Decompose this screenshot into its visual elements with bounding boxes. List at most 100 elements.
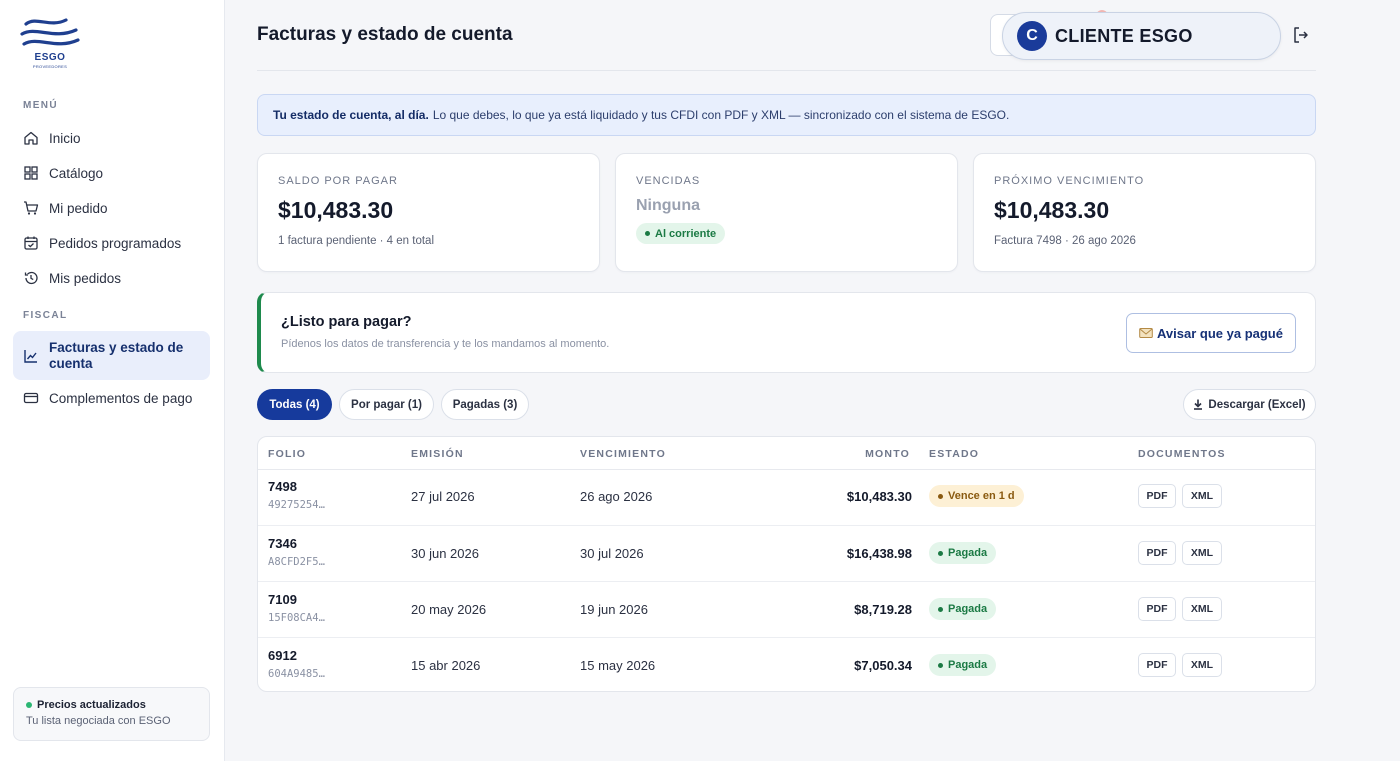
- next-due-sub: Factura 7498 · 26 ago 2026: [994, 235, 1136, 247]
- next-due-card: PRÓXIMO VENCIMIENTO $10,483.30 Factura 7…: [973, 153, 1316, 272]
- info-banner: Tu estado de cuenta, al día. Lo que debe…: [257, 94, 1316, 136]
- tab-por-pagar[interactable]: Por pagar (1): [339, 389, 434, 420]
- waves-logo-icon: [20, 18, 80, 46]
- uuid: A8CFD2F5…: [268, 556, 325, 568]
- sidebar-item-mi-pedido[interactable]: Mi pedido: [13, 194, 210, 222]
- prices-subtitle: Tu lista negociada con ESGO: [26, 715, 171, 727]
- balance-label: SALDO POR PAGAR: [278, 175, 398, 187]
- pdf-button[interactable]: PDF: [1138, 541, 1176, 565]
- banner-bold: Tu estado de cuenta, al día.: [273, 108, 429, 122]
- col-documentos: DOCUMENTOS: [1138, 448, 1226, 460]
- status-badge: Pagada: [929, 542, 997, 564]
- sidebar-item-label: Inicio: [49, 130, 81, 146]
- sidebar-item-label: Complementos de pago: [49, 390, 193, 406]
- status-badge: Pagada: [929, 654, 997, 676]
- banner-text: Lo que debes, lo que ya está liquidado y…: [432, 108, 1010, 122]
- prices-updated-box: Precios actualizados Tu lista negociada …: [13, 687, 210, 741]
- tab-pagadas[interactable]: Pagadas (3): [441, 389, 529, 420]
- sidebar-item-label: Catálogo: [49, 165, 104, 181]
- uuid: 604A9485…: [268, 668, 325, 680]
- status-label: Pagada: [948, 603, 988, 615]
- balance-card: SALDO POR PAGAR $10,483.30 1 factura pen…: [257, 153, 600, 272]
- avatar: C: [1017, 21, 1047, 51]
- amount: $10,483.30: [846, 489, 912, 504]
- status-badge: Vence en 1 d: [929, 485, 1024, 507]
- page-title: Facturas y estado de cuenta: [257, 24, 513, 45]
- download-label: Descargar (Excel): [1208, 398, 1306, 411]
- balance-value: $10,483.30: [278, 197, 394, 223]
- grid-icon: [23, 165, 39, 181]
- col-emision: EMISIÓN: [411, 448, 464, 460]
- sidebar-item-mis-pedidos[interactable]: Mis pedidos: [13, 264, 210, 292]
- sidebar-item-label: Mis pedidos: [49, 270, 122, 286]
- pdf-button[interactable]: PDF: [1138, 653, 1176, 677]
- logo-name: ESGO: [34, 52, 66, 63]
- xml-button[interactable]: XML: [1182, 597, 1222, 621]
- prices-title: Precios actualizados: [37, 699, 146, 711]
- envelope-icon: [1139, 327, 1153, 339]
- logout-icon[interactable]: [1291, 25, 1311, 45]
- notify-payment-button[interactable]: Avisar que ya pagué: [1126, 313, 1296, 353]
- invoices-table: FOLIO EMISIÓN VENCIMIENTO MONTO ESTADO D…: [257, 436, 1316, 692]
- table-row: 6912 604A9485… 15 abr 2026 15 may 2026 $…: [258, 637, 1315, 691]
- col-vencimiento: VENCIMIENTO: [580, 448, 666, 460]
- pay-subtitle: Pídenos los datos de transferencia y te …: [281, 338, 610, 350]
- sidebar-item-catalogo[interactable]: Catálogo: [13, 159, 210, 187]
- uuid: 49275254…: [268, 499, 325, 511]
- status-dot-icon: [26, 702, 32, 708]
- overdue-badge-label: Al corriente: [655, 227, 717, 240]
- cart-icon: [23, 200, 39, 216]
- pay-callout: ¿Listo para pagar? Pídenos los datos de …: [257, 292, 1316, 373]
- folio: 7109: [268, 592, 297, 607]
- status-badge: Pagada: [929, 598, 997, 620]
- sidebar-item-facturas[interactable]: Facturas y estado de cuenta: [13, 331, 210, 380]
- xml-button[interactable]: XML: [1182, 653, 1222, 677]
- table-row: 7109 15F08CA4… 20 may 2026 19 jun 2026 $…: [258, 581, 1315, 637]
- overdue-label: VENCIDAS: [636, 175, 701, 187]
- issued-date: 30 jun 2026: [411, 546, 479, 561]
- overdue-card: VENCIDAS Ninguna Al corriente: [615, 153, 958, 272]
- status-label: Pagada: [948, 547, 988, 559]
- credit-card-icon: [23, 390, 39, 406]
- xml-button[interactable]: XML: [1182, 484, 1222, 508]
- col-estado: ESTADO: [929, 448, 980, 460]
- issued-date: 20 may 2026: [411, 602, 487, 617]
- download-excel-button[interactable]: Descargar (Excel): [1183, 389, 1316, 420]
- chart-line-icon: [23, 348, 39, 364]
- pdf-button[interactable]: PDF: [1138, 484, 1176, 508]
- calendar-check-icon: [23, 235, 39, 251]
- status-label: Pagada: [948, 659, 988, 671]
- download-icon: [1193, 399, 1203, 410]
- sidebar-item-inicio[interactable]: Inicio: [13, 124, 210, 152]
- sidebar-item-complementos[interactable]: Complementos de pago: [13, 384, 210, 412]
- due-date: 26 ago 2026: [580, 489, 653, 504]
- tab-todas[interactable]: Todas (4): [257, 389, 332, 420]
- uuid: 15F08CA4…: [268, 612, 325, 624]
- due-date: 19 jun 2026: [580, 602, 648, 617]
- folio: 7498: [268, 479, 297, 494]
- header-divider: [257, 70, 1316, 71]
- xml-button[interactable]: XML: [1182, 541, 1222, 565]
- client-name: CLIENTE ESGO: [1055, 25, 1193, 46]
- sidebar-item-label: Pedidos programados: [49, 235, 182, 251]
- sidebar-item-pedidos-programados[interactable]: Pedidos programados: [13, 229, 210, 257]
- status-label: Vence en 1 d: [948, 490, 1015, 502]
- client-account-button[interactable]: C CLIENTE ESGO: [1002, 12, 1281, 60]
- issued-date: 27 jul 2026: [411, 489, 475, 504]
- col-monto: MONTO: [865, 448, 910, 460]
- esgo-logo[interactable]: ESGO PROVEEDORES: [20, 14, 80, 72]
- folio: 7346: [268, 536, 297, 551]
- sidebar-item-label: Facturas y estado de cuenta: [49, 339, 184, 371]
- logo-tagline: PROVEEDORES: [32, 64, 68, 69]
- sidebar-item-label: Mi pedido: [49, 200, 108, 216]
- history-icon: [23, 270, 39, 286]
- status-badge: Al corriente: [636, 223, 726, 244]
- folio: 6912: [268, 648, 297, 663]
- amount: $16,438.98: [846, 546, 912, 561]
- table-row: 7498 49275254… 27 jul 2026 26 ago 2026 $…: [258, 469, 1315, 525]
- overdue-value: Ninguna: [636, 197, 700, 214]
- due-date: 30 jul 2026: [580, 546, 644, 561]
- issued-date: 15 abr 2026: [411, 658, 481, 673]
- col-folio: FOLIO: [268, 448, 307, 460]
- pdf-button[interactable]: PDF: [1138, 597, 1176, 621]
